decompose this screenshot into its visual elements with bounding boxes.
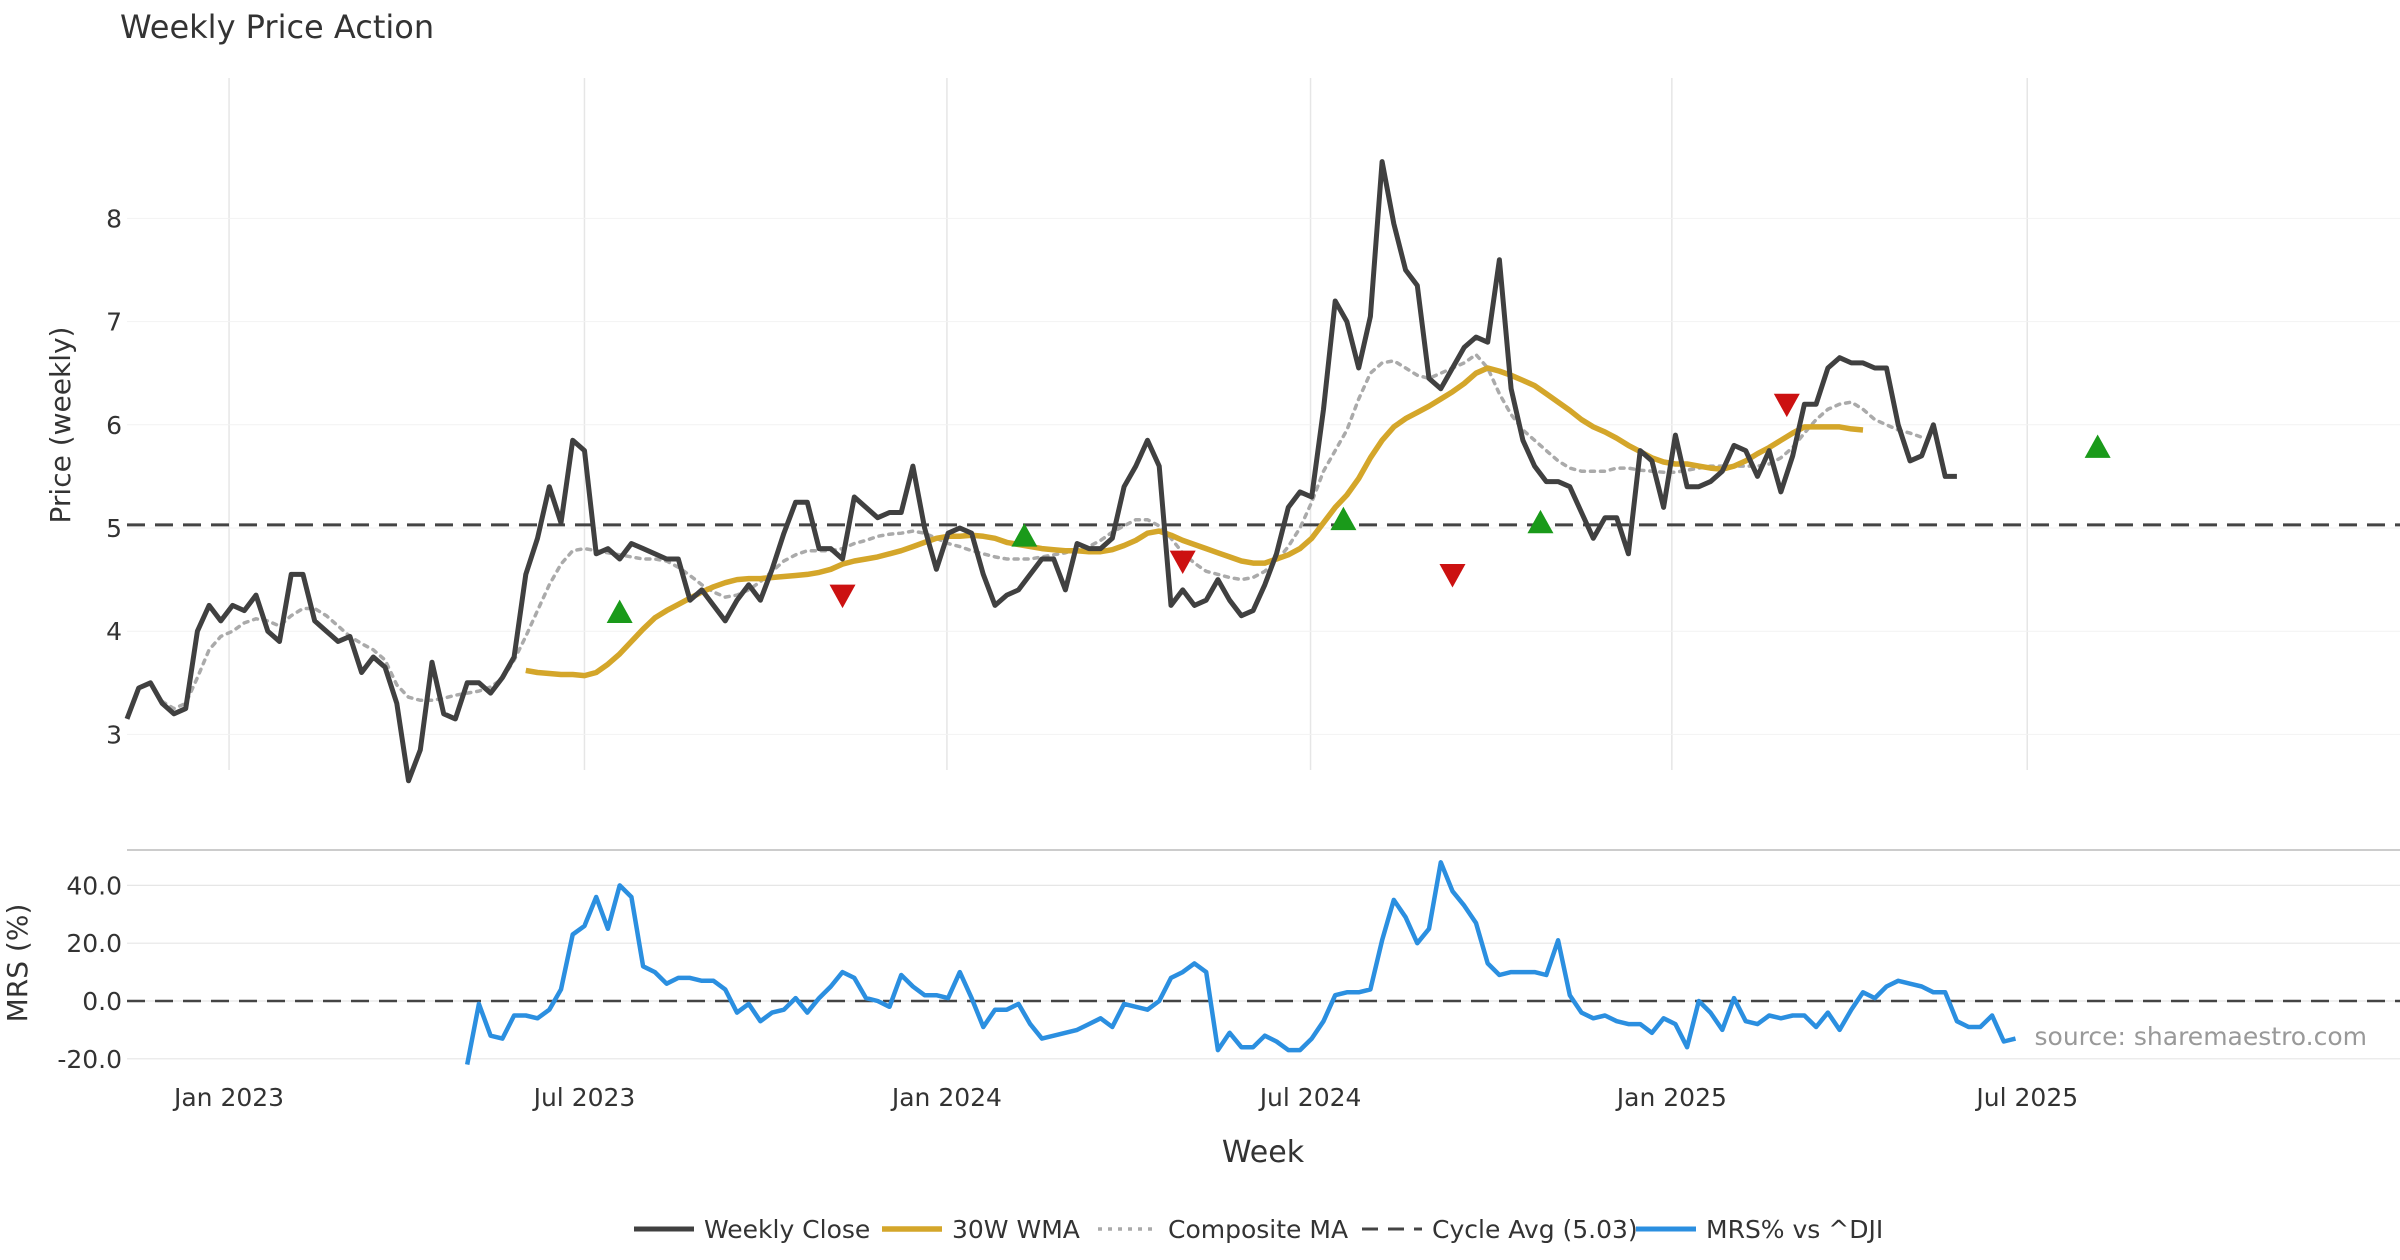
mrs-y-tick-label: 40.0 bbox=[66, 871, 122, 900]
sell-signal-marker bbox=[1439, 564, 1466, 588]
buy-signal-marker bbox=[606, 599, 633, 624]
sell-signal-marker bbox=[1169, 550, 1196, 575]
composite-ma-line bbox=[160, 352, 1924, 711]
price-y-tick-label: 8 bbox=[106, 204, 122, 233]
x-axis-label: Week bbox=[1222, 1135, 1305, 1170]
x-tick-label: Jul 2024 bbox=[1258, 1083, 1362, 1112]
mrs-y-tick-label: 20.0 bbox=[66, 929, 122, 958]
sell-signal-marker bbox=[829, 584, 856, 609]
legend-label-wma: 30W WMA bbox=[952, 1215, 1080, 1244]
price-panel-grid bbox=[127, 78, 2400, 770]
legend-label-close: Weekly Close bbox=[704, 1215, 870, 1244]
price-series bbox=[124, 159, 1957, 784]
price-y-tick-label: 7 bbox=[106, 308, 122, 337]
chart-title: Weekly Price Action bbox=[120, 8, 434, 46]
mrs-y-tick-label: -20.0 bbox=[57, 1045, 122, 1074]
x-tick-label: Jan 2025 bbox=[1615, 1083, 1727, 1112]
mrs-series bbox=[464, 860, 2017, 1066]
buy-signal-marker bbox=[2084, 434, 2111, 458]
mrs-y-tick-label: 0.0 bbox=[82, 987, 122, 1016]
mrs-y-axis-label: MRS (%) bbox=[1, 904, 34, 1023]
x-tick-label: Jan 2023 bbox=[172, 1083, 284, 1112]
legend: Weekly Close 30W WMA Composite MA Cycle Avg… bbox=[634, 1215, 1883, 1244]
mrs-y-tick-labels: 40.0 20.0 0.0 -20.0 bbox=[57, 871, 122, 1073]
price-y-tick-label: 4 bbox=[106, 617, 122, 646]
x-tick-labels: Jan 2023 Jul 2023 Jan 2024 Jul 2024 Jan 2025… bbox=[172, 1083, 2078, 1112]
legend-label-mrs: MRS% vs ^DJI bbox=[1706, 1215, 1883, 1244]
mrs-line bbox=[464, 860, 2017, 1066]
buy-signal-marker bbox=[1330, 506, 1357, 531]
weekly-close-line bbox=[124, 159, 1957, 784]
x-tick-label: Jul 2023 bbox=[532, 1083, 636, 1112]
price-y-tick-labels: 3 4 5 6 7 8 bbox=[106, 204, 122, 749]
price-y-tick-label: 3 bbox=[106, 720, 122, 749]
sell-signal-marker bbox=[1773, 393, 1800, 418]
x-tick-label: Jul 2025 bbox=[1974, 1083, 2078, 1112]
x-tick-label: Jan 2024 bbox=[890, 1083, 1002, 1112]
signal-markers bbox=[606, 393, 2111, 624]
price-y-axis-label: Price (weekly) bbox=[44, 327, 77, 524]
price-y-tick-label: 6 bbox=[106, 411, 122, 440]
buy-signal-marker bbox=[1011, 523, 1038, 547]
legend-label-cycle: Cycle Avg (5.03) bbox=[1432, 1215, 1638, 1244]
legend-label-composite: Composite MA bbox=[1168, 1215, 1348, 1244]
source-note: source: sharemaestro.com bbox=[2035, 1022, 2368, 1051]
price-y-tick-label: 5 bbox=[106, 514, 122, 543]
buy-signal-marker bbox=[1527, 509, 1554, 534]
